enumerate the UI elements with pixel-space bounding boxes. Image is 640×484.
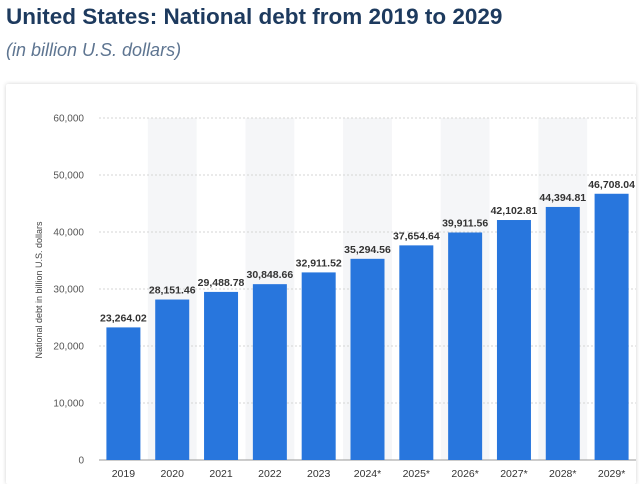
bar[interactable] [252,284,287,460]
data-labels: 23,264.02 28,151.4629,488.7830,848.6632,9… [100,179,635,325]
x-tick-label: 2022 [258,468,282,480]
chart-subtitle: (in billion U.S. dollars) [6,40,182,60]
y-tick-label: 60,000 [53,114,84,125]
data-label: 23,264.02 [100,312,147,324]
bar[interactable] [155,299,190,460]
x-tick-label: 2029* [598,468,625,480]
x-tick-label: 2021 [209,468,233,480]
bars [106,193,629,461]
bar[interactable] [204,291,239,460]
x-axis-ticks: 2019 2020 2021 2022 2023 2024* 2025* 2026* 2027*… [112,468,626,480]
bar[interactable] [301,272,336,460]
y-tick-label: 40,000 [53,228,84,239]
x-tick-label: 2025* [403,468,430,480]
x-tick-label: 2023 [307,468,331,480]
y-tick-label: 20,000 [53,342,84,353]
chart-title: United States: National debt from 2019 t… [6,4,503,29]
bar[interactable] [496,220,531,460]
data-label: 44,394.81 [539,192,586,204]
y-axis-ticks: 0 10,000 20,000 30,000 40,000 50,000 60,000 [53,114,84,467]
bar[interactable] [594,193,629,461]
x-tick-label: 2026* [451,468,478,480]
y-tick-label: 30,000 [53,285,84,296]
bar[interactable] [106,327,141,460]
y-tick-label: 0 [78,456,84,467]
bar[interactable] [399,245,434,460]
data-label: 28,151.46 [149,285,196,297]
y-axis-label: National debt in billion U.S. dollars [34,221,44,359]
x-tick-label: 2024* [354,468,381,480]
bar-chart: 0 10,000 20,000 30,000 40,000 50,000 60,000 23… [34,114,636,480]
x-tick-label: 2019 [112,468,136,480]
chart-panel: 0 10,000 20,000 30,000 40,000 50,000 60,000 23… [6,84,636,484]
x-tick-label: 2027* [500,468,527,480]
chart-header: United States: National debt from 2019 t… [0,0,640,80]
bar[interactable] [350,258,385,460]
data-label: 35,294.56 [344,244,391,256]
y-tick-label: 10,000 [53,399,84,410]
x-tick-label: 2028* [549,468,576,480]
bar[interactable] [448,232,483,460]
y-tick-label: 50,000 [53,171,84,182]
data-label: 37,654.64 [393,230,440,242]
data-label: 32,911.52 [296,257,342,269]
x-tick-label: 2020 [161,468,185,480]
data-label: 39,911.56 [442,218,488,230]
bar[interactable] [545,206,580,460]
data-label: 42,102.81 [491,205,538,217]
data-label: 29,488.78 [198,277,245,289]
data-label: 30,848.66 [247,269,294,281]
data-label: 46,708.04 [588,179,635,191]
